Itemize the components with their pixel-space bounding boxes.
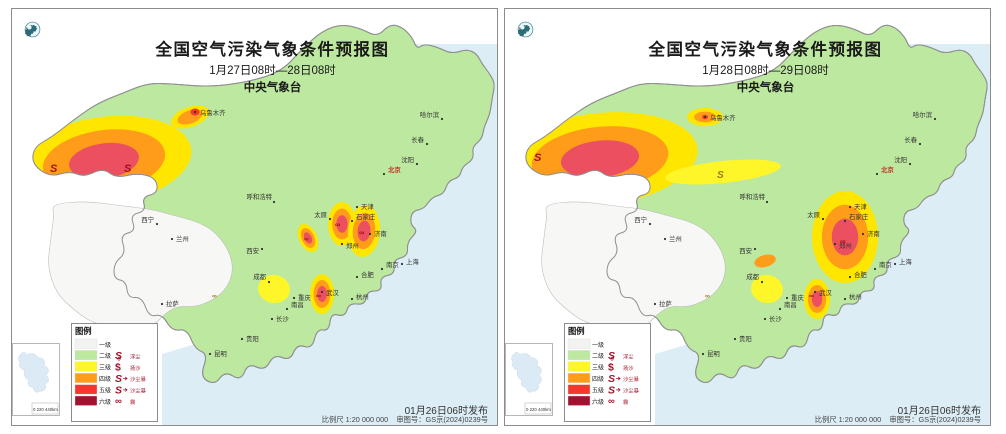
svg-text:浮尘: 浮尘	[623, 352, 634, 360]
svg-text:S: S	[608, 384, 615, 396]
svg-text:郑州: 郑州	[346, 242, 359, 250]
svg-text:长春: 长春	[411, 135, 424, 144]
svg-text:扬沙: 扬沙	[623, 364, 634, 372]
svg-text:沙尘暴: 沙尘暴	[130, 387, 147, 395]
svg-text:∞: ∞	[335, 220, 340, 229]
svg-text:昆明: 昆明	[707, 350, 720, 358]
svg-text:浮尘: 浮尘	[130, 352, 141, 360]
svg-text:乌鲁木齐: 乌鲁木齐	[200, 108, 226, 117]
svg-text:∞: ∞	[115, 396, 122, 407]
svg-text:霧: 霧	[623, 399, 629, 406]
svg-text:南昌: 南昌	[291, 300, 304, 309]
svg-text:合肥: 合肥	[361, 270, 374, 279]
svg-text:南昌: 南昌	[784, 300, 797, 309]
svg-text:S: S	[534, 152, 542, 164]
svg-text:$: $	[115, 362, 121, 374]
svg-text:天津: 天津	[854, 203, 867, 211]
svg-text:天津: 天津	[361, 203, 374, 211]
svg-text:济南: 济南	[867, 229, 880, 238]
svg-text:西安: 西安	[246, 246, 259, 255]
svg-text:重庆: 重庆	[298, 293, 311, 302]
svg-text:重庆: 重庆	[791, 293, 804, 302]
svg-text:西安: 西安	[739, 246, 752, 255]
svg-text:S: S	[115, 350, 122, 362]
svg-text:济南: 济南	[374, 229, 387, 238]
svg-text:三级: 三级	[592, 364, 604, 372]
svg-text:呼和浩特: 呼和浩特	[246, 192, 272, 201]
svg-text:南京: 南京	[879, 260, 892, 269]
svg-text:郑州: 郑州	[839, 242, 852, 250]
svg-text:∞: ∞	[316, 293, 321, 300]
svg-text:S: S	[608, 373, 615, 385]
svg-text:太原: 太原	[807, 210, 820, 219]
svg-text:上海: 上海	[406, 257, 419, 266]
svg-text:北京: 北京	[388, 165, 401, 174]
svg-text:二级: 二级	[99, 352, 111, 360]
svg-text:合肥: 合肥	[854, 270, 867, 279]
svg-text:一级: 一级	[99, 341, 111, 349]
svg-text:杭州: 杭州	[849, 292, 862, 301]
svg-text:呼和浩特: 呼和浩特	[739, 192, 765, 201]
svg-text:西宁: 西宁	[141, 215, 154, 224]
svg-text:乌鲁木齐: 乌鲁木齐	[710, 113, 736, 122]
svg-text:四级: 四级	[99, 375, 111, 383]
svg-text:∞: ∞	[359, 228, 364, 237]
svg-text:成都: 成都	[253, 272, 266, 281]
svg-text:∞: ∞	[608, 396, 615, 407]
svg-text:∞: ∞	[705, 293, 710, 300]
svg-text:S: S	[608, 350, 615, 362]
svg-text:S: S	[124, 163, 132, 175]
svg-text:石家庄: 石家庄	[849, 212, 869, 221]
svg-text:四级: 四级	[592, 375, 604, 383]
svg-text:S: S	[115, 373, 122, 385]
svg-text:霧: 霧	[130, 399, 136, 406]
svg-text:兰州: 兰州	[176, 234, 189, 243]
svg-text:六级: 六级	[99, 398, 111, 406]
svg-text:沈阳: 沈阳	[894, 155, 907, 164]
svg-text:石家庄: 石家庄	[356, 212, 376, 221]
svg-text:0 220 440km: 0 220 440km	[526, 407, 551, 412]
svg-text:沙尘暴: 沙尘暴	[130, 375, 147, 383]
svg-text:太原: 太原	[314, 210, 327, 219]
svg-text:S: S	[50, 163, 58, 175]
svg-text:西宁: 西宁	[634, 215, 647, 224]
svg-text:北京: 北京	[881, 165, 894, 174]
svg-text:图例: 图例	[75, 326, 92, 336]
svg-text:南京: 南京	[386, 260, 399, 269]
svg-text:拉萨: 拉萨	[659, 299, 672, 308]
svg-text:∞: ∞	[304, 236, 309, 243]
svg-text:0 220 440km: 0 220 440km	[33, 407, 58, 412]
svg-text:武汉: 武汉	[819, 288, 832, 297]
svg-text:六级: 六级	[592, 398, 604, 406]
svg-text:五级: 五级	[99, 386, 111, 394]
svg-text:二级: 二级	[592, 352, 604, 360]
svg-text:武汉: 武汉	[326, 288, 339, 297]
svg-text:昆明: 昆明	[214, 350, 227, 358]
svg-text:贵阳: 贵阳	[246, 334, 259, 343]
svg-text:长春: 长春	[904, 135, 917, 144]
svg-text:$: $	[608, 362, 614, 374]
svg-text:五级: 五级	[592, 386, 604, 394]
svg-text:S: S	[115, 384, 122, 396]
svg-text:扬沙: 扬沙	[130, 364, 141, 372]
svg-text:长沙: 长沙	[276, 314, 289, 323]
svg-text:哈尔滨: 哈尔滨	[420, 110, 440, 119]
svg-text:哈尔滨: 哈尔滨	[913, 110, 933, 119]
svg-text:沙尘暴: 沙尘暴	[623, 375, 640, 383]
svg-text:沈阳: 沈阳	[401, 155, 414, 164]
svg-text:三级: 三级	[99, 364, 111, 372]
svg-text:沙尘暴: 沙尘暴	[623, 387, 640, 395]
svg-text:图例: 图例	[568, 326, 585, 336]
svg-text:长沙: 长沙	[769, 314, 782, 323]
svg-text:杭州: 杭州	[356, 292, 369, 301]
svg-text:∞: ∞	[809, 293, 814, 300]
svg-text:∞: ∞	[212, 293, 217, 300]
svg-text:一级: 一级	[592, 341, 604, 349]
svg-text:兰州: 兰州	[669, 234, 682, 243]
svg-text:S: S	[717, 170, 724, 181]
svg-text:成都: 成都	[746, 272, 759, 281]
svg-text:贵阳: 贵阳	[739, 334, 752, 343]
svg-text:拉萨: 拉萨	[166, 299, 179, 308]
svg-text:上海: 上海	[899, 257, 912, 266]
